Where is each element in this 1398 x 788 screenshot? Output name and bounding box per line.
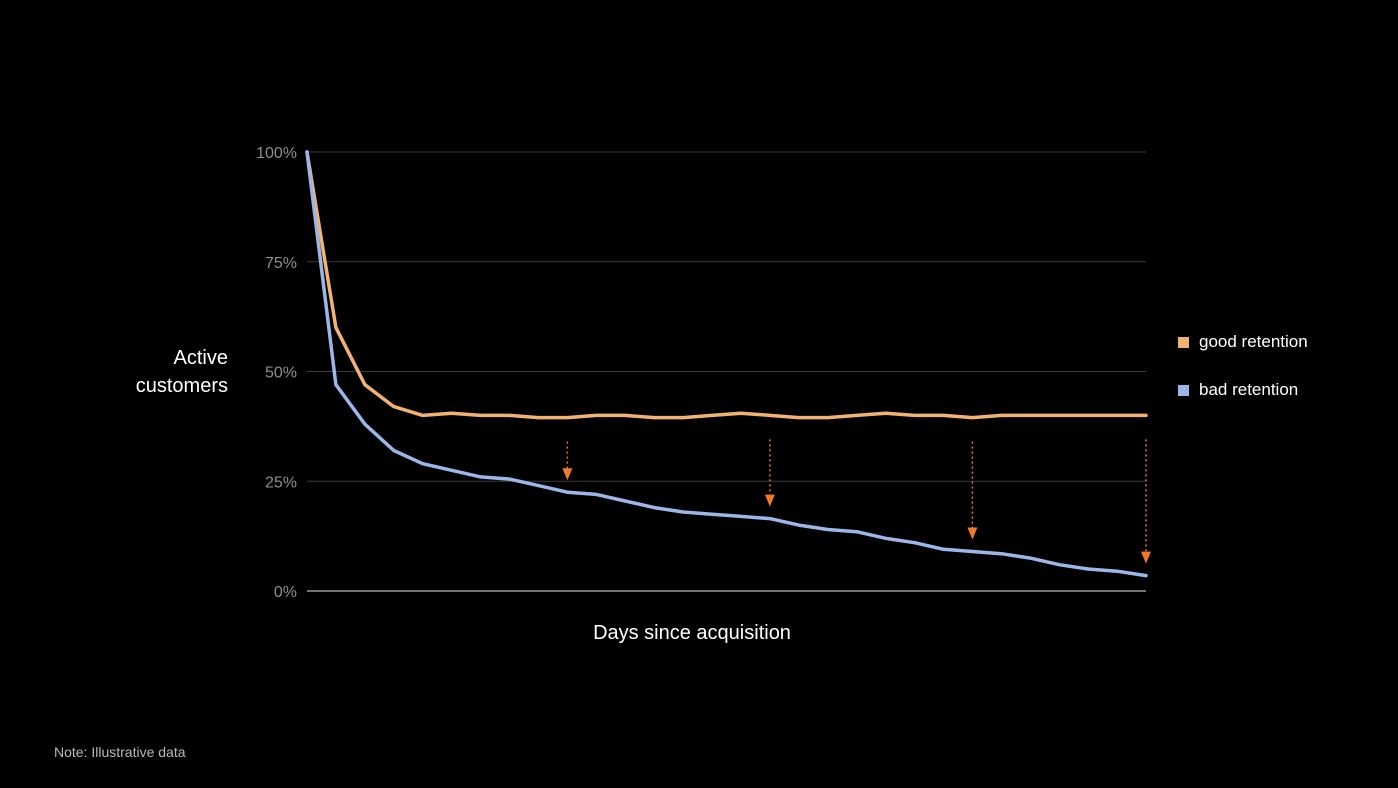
footnote: Note: Illustrative data — [54, 744, 186, 760]
legend-swatch-good-retention — [1178, 336, 1189, 348]
legend: good retention bad retention — [1178, 328, 1308, 424]
legend-swatch-bad-retention — [1178, 384, 1189, 396]
y-tick-label: 100% — [256, 145, 297, 162]
series-line-good-retention — [305, 150, 1148, 420]
y-tick-label: 0% — [274, 584, 297, 601]
drop-arrow-head-3 — [1141, 551, 1151, 564]
legend-item-good-retention: good retention — [1178, 328, 1308, 356]
y-axis-label: Active customers — [135, 347, 228, 397]
legend-label-bad-retention: bad retention — [1199, 380, 1299, 399]
x-axis-label: Days since acquisition — [593, 622, 791, 644]
drop-arrow-head-2 — [967, 527, 978, 540]
series-line-bad-retention — [305, 150, 1148, 578]
legend-label-good-retention: good retention — [1199, 332, 1308, 351]
y-tick-label: 75% — [265, 255, 297, 272]
drop-arrow-head-0 — [562, 468, 573, 481]
legend-item-bad-retention: bad retention — [1178, 376, 1308, 404]
drop-arrow-head-1 — [764, 494, 775, 507]
y-tick-label: 50% — [265, 365, 297, 382]
y-tick-label: 25% — [265, 474, 297, 491]
